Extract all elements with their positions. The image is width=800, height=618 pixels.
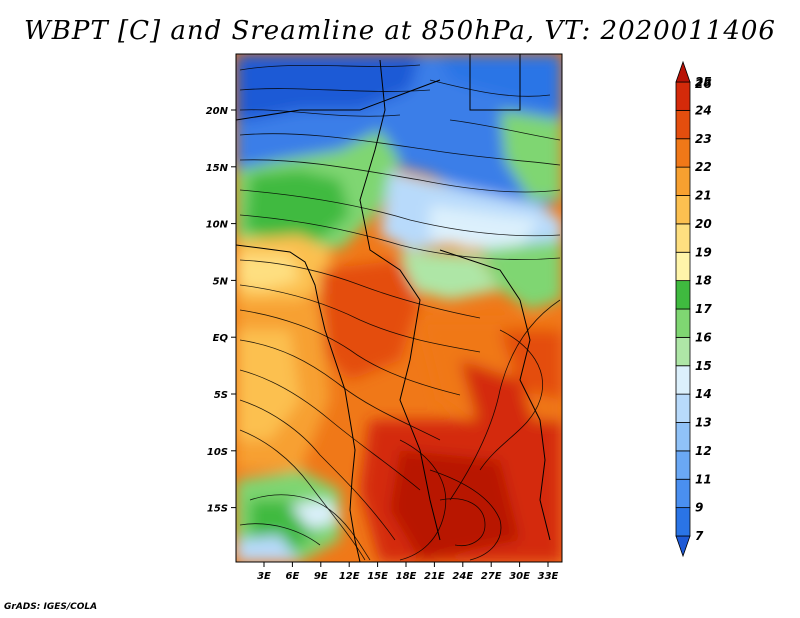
colorbar-segment	[675, 195, 691, 225]
colorbar-segment	[675, 60, 691, 83]
colorbar-label: 20	[695, 217, 712, 231]
colorbar-label: 9	[695, 501, 703, 515]
colorbar-segment	[675, 422, 691, 452]
colorbar-segment	[675, 223, 691, 253]
colorbar-label: 18	[695, 274, 712, 288]
colorbar-label: 26	[695, 77, 712, 91]
colorbar-label: 17	[695, 302, 712, 316]
colorbar-label: 7	[695, 529, 704, 543]
colorbar-label: 12	[695, 444, 712, 458]
lat-label: 5N	[213, 276, 229, 287]
colorbar-segment	[675, 109, 691, 140]
colorbar-segment	[675, 535, 691, 558]
colorbar-label: 21	[695, 189, 712, 203]
lat-label: 15N	[206, 163, 229, 174]
grads-credit: GrADS: IGES/COLA	[4, 602, 98, 612]
lat-label: 10S	[207, 447, 228, 458]
map-title: WBPT [C] and Sreamline at 850hPa, VT: 20…	[24, 16, 776, 46]
lat-label: 10N	[206, 220, 229, 231]
colorbar-segment	[675, 478, 691, 509]
colorbar-label: 15	[695, 359, 712, 373]
colorbar-segment	[675, 450, 691, 480]
colorbar-segment	[675, 393, 691, 423]
colorbar-segment	[675, 365, 691, 395]
map-frame	[235, 53, 563, 563]
colorbar-label: 22	[695, 160, 712, 174]
lon-label: 12E	[339, 571, 360, 582]
lon-label: 33E	[538, 571, 559, 582]
colorbar-label: 11	[695, 472, 712, 486]
colorbar-label: 25	[695, 75, 712, 89]
colorbar-label: 14	[695, 387, 712, 401]
colorbar-segment	[675, 251, 691, 282]
colorbar-segment	[675, 81, 691, 111]
lon-label: 21E	[424, 571, 445, 582]
colorbar-label: 24	[695, 103, 712, 117]
lat-label: 5S	[214, 390, 228, 401]
lat-label: EQ	[213, 333, 229, 344]
colorbar-segment	[675, 166, 691, 196]
lon-label: 3E	[257, 571, 271, 582]
wbpt-field	[236, 54, 562, 562]
colorbar-segment	[675, 336, 691, 367]
colorbar-label: 16	[695, 330, 712, 344]
colorbar-segment	[675, 507, 691, 537]
colorbar-segment	[675, 308, 691, 338]
longitude-axis: 3E 6E 9E 12E 15E 18E 21E 24E 27E 30E 33E	[257, 562, 559, 582]
colorbar-label: 19	[695, 245, 712, 259]
colorbar-label: 23	[695, 132, 712, 146]
lon-label: 24E	[452, 571, 473, 582]
latitude-axis: 20N 15N 10N 5N EQ 5S 10S 15S	[206, 106, 236, 515]
colorbar-segment	[675, 138, 691, 168]
colorbar-segment	[675, 280, 691, 310]
colorbar-label: 13	[695, 416, 712, 430]
lon-label: 30E	[509, 571, 530, 582]
lat-label: 20N	[206, 106, 229, 117]
lon-label: 27E	[481, 571, 502, 582]
lon-label: 6E	[286, 571, 300, 582]
lon-label: 15E	[367, 571, 388, 582]
lon-label: 9E	[314, 571, 328, 582]
lat-label: 15S	[207, 504, 228, 515]
lon-label: 18E	[396, 571, 417, 582]
